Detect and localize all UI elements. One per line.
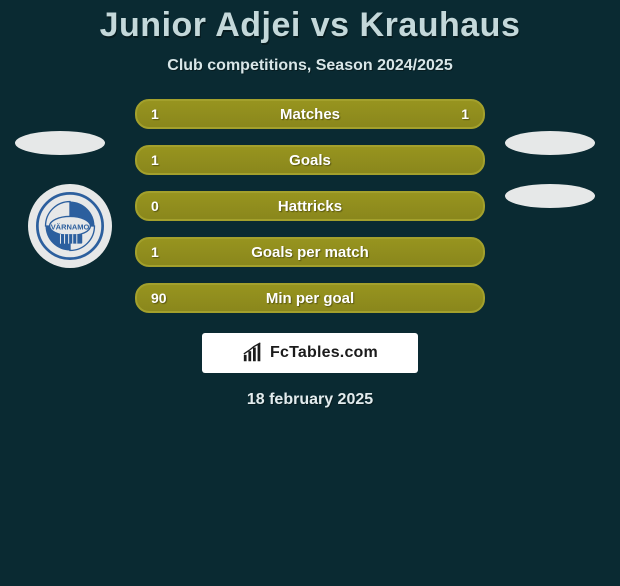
stat-left-value: 1 [151, 152, 159, 168]
stat-label: Goals per match [251, 244, 369, 261]
stats-container: 1 Matches 1 1 Goals 0 Hattricks 1 Goals … [135, 99, 485, 313]
infographic-date: 18 february 2025 [0, 391, 620, 409]
stat-left-value: 1 [151, 106, 159, 122]
svg-text:VÄRNAMO: VÄRNAMO [51, 222, 90, 231]
stat-row-min-per-goal: 90 Min per goal [135, 283, 485, 313]
stat-label: Goals [289, 152, 331, 169]
stat-left-value: 1 [151, 244, 159, 260]
page-title: Junior Adjei vs Krauhaus [0, 6, 620, 45]
stat-label: Min per goal [266, 290, 354, 307]
stat-row-goals-per-match: 1 Goals per match [135, 237, 485, 267]
stat-row-matches: 1 Matches 1 [135, 99, 485, 129]
stat-right-value: 1 [461, 106, 469, 122]
stat-label: Matches [280, 106, 340, 123]
attribution-badge: FcTables.com [202, 333, 418, 373]
attribution-text: FcTables.com [270, 344, 378, 362]
stat-left-value: 90 [151, 290, 167, 306]
page-subtitle: Club competitions, Season 2024/2025 [0, 57, 620, 75]
player-left-ellipse [15, 131, 105, 155]
stat-left-value: 0 [151, 198, 159, 214]
club-crest: VÄRNAMO [28, 184, 112, 268]
varnamo-crest-icon: VÄRNAMO [36, 192, 104, 260]
stat-row-hattricks: 0 Hattricks [135, 191, 485, 221]
bar-chart-icon [242, 342, 264, 364]
stat-label: Hattricks [278, 198, 342, 215]
player-right-ellipse-1 [505, 131, 595, 155]
stat-row-goals: 1 Goals [135, 145, 485, 175]
player-right-ellipse-2 [505, 184, 595, 208]
